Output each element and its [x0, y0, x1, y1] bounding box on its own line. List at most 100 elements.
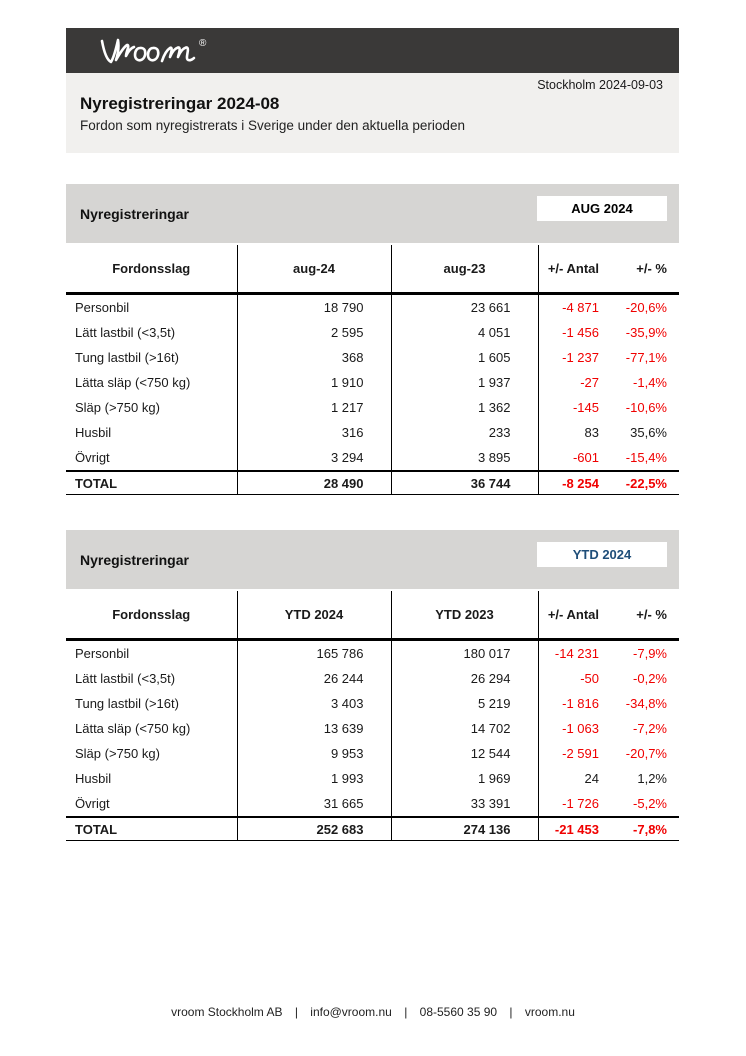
period-badge-aug: AUG 2024 [537, 196, 667, 221]
value-previous: 1 605 [390, 345, 538, 370]
value-diff-pct: -35,9% [625, 325, 667, 340]
row-label: Husbil [75, 771, 112, 786]
value-previous: 180 017 [390, 639, 538, 666]
value-diff: -1 063 [537, 716, 603, 741]
column-header: +/- Antal [537, 591, 603, 641]
footer-email-link[interactable]: info@vroom.nu [310, 1005, 392, 1019]
column-header: aug-24 [236, 245, 391, 295]
value-diff-pct: -7,9% [633, 646, 667, 661]
table-row: Tung lastbil (>16t) 368 1 605 -1 237 -77,1% [66, 345, 679, 370]
value-previous: 5 219 [390, 691, 538, 716]
table-row: Husbil 1 993 1 969 24 1,2% [66, 766, 679, 791]
value-current: 13 639 [236, 716, 391, 741]
value-current: 165 786 [236, 639, 391, 666]
footer-separator: | [404, 1005, 408, 1019]
row-label: Lätt lastbil (<3,5t) [75, 671, 176, 686]
registrations-table-ytd: Fordonsslag YTD 2024 YTD 2023 +/- Antal +/- … [66, 591, 679, 841]
value-diff: -50 [537, 666, 603, 691]
value-current: 18 790 [236, 293, 391, 320]
header-row: Fordonsslag YTD 2024 YTD 2023 +/- Antal +/- … [66, 591, 679, 641]
value-previous: 233 [390, 420, 538, 445]
value-diff-pct: -1,4% [633, 375, 667, 390]
total-row: TOTAL 28 490 36 744 -8 254 -22,5% [66, 470, 679, 495]
row-label: Personbil [75, 300, 130, 315]
table-row: Övrigt 3 294 3 895 -601 -15,4% [66, 445, 679, 471]
column-header: +/- % [603, 245, 679, 295]
section-title: Nyregistreringar [80, 205, 189, 222]
value-current: 1 217 [236, 395, 391, 420]
value-diff-pct: 1,2% [637, 771, 667, 786]
total-row: TOTAL 252 683 274 136 -21 453 -7,8% [66, 816, 679, 841]
row-label: Släp (>750 kg) [75, 400, 160, 415]
value-diff-pct: -5,2% [633, 796, 667, 811]
value-current: 1 993 [236, 766, 391, 791]
value-current: 28 490 [236, 470, 391, 495]
page-title: Nyregistreringar 2024-08 [80, 94, 280, 113]
intro-section: Stockholm 2024-09-03 Nyregistreringar 20… [66, 73, 679, 153]
value-diff: -8 254 [537, 470, 603, 495]
value-diff: -27 [537, 370, 603, 395]
value-diff-pct: -77,1% [625, 350, 667, 365]
value-diff: -1 456 [537, 320, 603, 345]
brand-header-bar: ® [66, 28, 679, 73]
value-diff-pct: 35,6% [630, 425, 667, 440]
value-diff: 83 [537, 420, 603, 445]
section-bar-ytd: Nyregistreringar YTD 2024 [66, 530, 679, 589]
value-diff-pct: -20,6% [625, 300, 667, 315]
header-row: Fordonsslag aug-24 aug-23 +/- Antal +/- % [66, 245, 679, 295]
value-diff: -1 726 [537, 791, 603, 817]
column-header: aug-23 [390, 245, 538, 295]
column-header: YTD 2024 [236, 591, 391, 641]
row-label: Övrigt [75, 450, 110, 465]
row-label: Husbil [75, 425, 112, 440]
value-current: 252 683 [236, 816, 391, 841]
value-diff: 24 [537, 766, 603, 791]
value-diff: -14 231 [537, 639, 603, 666]
table-row: Lätta släp (<750 kg) 1 910 1 937 -27 -1,4% [66, 370, 679, 395]
value-diff-pct: -10,6% [625, 400, 667, 415]
value-diff-pct: -20,7% [625, 746, 667, 761]
footer-separator: | [509, 1005, 513, 1019]
value-previous: 33 391 [390, 791, 538, 817]
footer-website-link[interactable]: vroom.nu [524, 1005, 575, 1019]
vroom-logo-icon: ® [100, 38, 207, 63]
row-label: Släp (>750 kg) [75, 746, 160, 761]
value-diff: -2 591 [537, 741, 603, 766]
value-current: 9 953 [236, 741, 391, 766]
value-current: 1 910 [236, 370, 391, 395]
table-row: Personbil 165 786 180 017 -14 231 -7,9% [66, 639, 679, 666]
value-previous: 4 051 [390, 320, 538, 345]
footer-company: vroom Stockholm AB [171, 1005, 283, 1019]
column-header: YTD 2023 [390, 591, 538, 641]
date-line: Stockholm 2024-09-03 [537, 78, 663, 92]
value-previous: 14 702 [390, 716, 538, 741]
value-current: 2 595 [236, 320, 391, 345]
value-previous: 274 136 [390, 816, 538, 841]
page-footer: vroom Stockholm AB | info@vroom.nu | 08-… [0, 1005, 746, 1019]
column-header: +/- Antal [537, 245, 603, 295]
row-label: Tung lastbil (>16t) [75, 350, 179, 365]
row-label: Lätta släp (<750 kg) [75, 721, 191, 736]
value-diff: -1 237 [537, 345, 603, 370]
table-row: Lätta släp (<750 kg) 13 639 14 702 -1 063 -7… [66, 716, 679, 741]
value-diff-pct: -22,5% [603, 470, 679, 495]
row-label: Lätt lastbil (<3,5t) [75, 325, 176, 340]
registrations-table-aug: Fordonsslag aug-24 aug-23 +/- Antal +/- % Pe… [66, 245, 679, 495]
row-label: TOTAL [66, 470, 237, 495]
section-title: Nyregistreringar [80, 551, 189, 568]
value-previous: 12 544 [390, 741, 538, 766]
value-diff-pct: -0,2% [633, 671, 667, 686]
value-diff-pct: -7,2% [633, 721, 667, 736]
value-diff-pct: -15,4% [625, 450, 667, 465]
value-previous: 1 362 [390, 395, 538, 420]
table-row: Släp (>750 kg) 1 217 1 362 -145 -10,6% [66, 395, 679, 420]
value-previous: 1 969 [390, 766, 538, 791]
value-current: 368 [236, 345, 391, 370]
value-diff: -4 871 [537, 293, 603, 320]
column-header: Fordonsslag [66, 245, 237, 295]
table-row: Lätt lastbil (<3,5t) 2 595 4 051 -1 456 -35,… [66, 320, 679, 345]
table-row: Personbil 18 790 23 661 -4 871 -20,6% [66, 293, 679, 320]
table-row: Släp (>750 kg) 9 953 12 544 -2 591 -20,7% [66, 741, 679, 766]
table-row: Husbil 316 233 83 35,6% [66, 420, 679, 445]
